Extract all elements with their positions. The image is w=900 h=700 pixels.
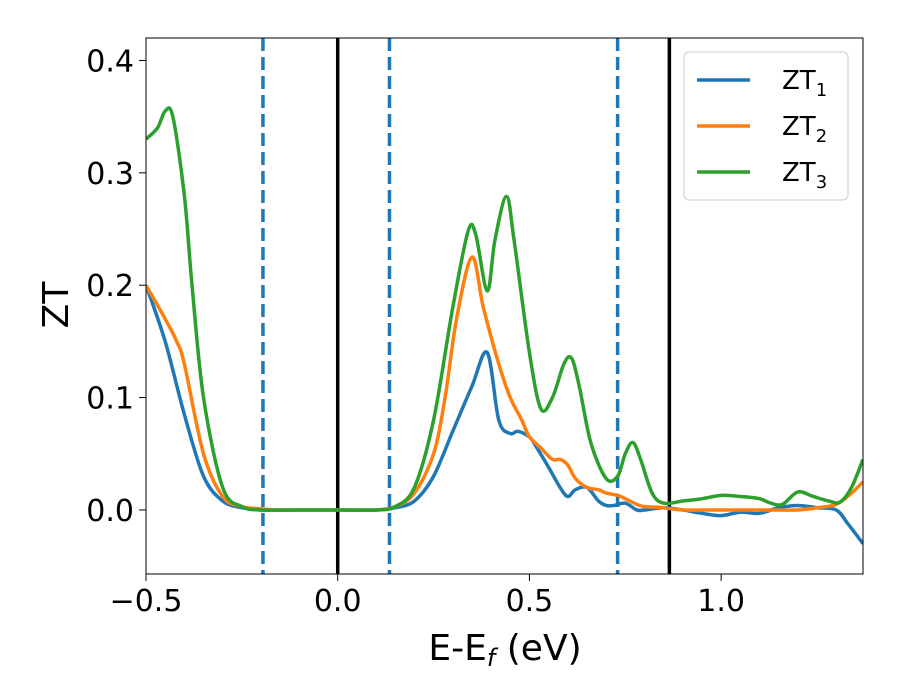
plot-frame bbox=[145, 37, 864, 575]
x-axis-title-main: E-E bbox=[428, 628, 486, 669]
legend-box bbox=[683, 51, 849, 201]
y-tick-label: 0.3 bbox=[86, 157, 134, 192]
y-tick-label: 0.4 bbox=[86, 44, 134, 79]
legend-label-zt2: ZT2 bbox=[782, 112, 827, 147]
legend: ZT1 ZT2 ZT3 bbox=[683, 51, 849, 201]
x-axis-title-unit: (eV) bbox=[495, 628, 581, 669]
x-axis-ticks: −0.5 0.0 0.5 1.0 bbox=[110, 574, 745, 619]
y-tick-label: 0.0 bbox=[86, 494, 134, 529]
legend-label-zt1: ZT1 bbox=[782, 66, 827, 101]
series-line-zt1 bbox=[146, 284, 863, 545]
x-tick-label: −0.5 bbox=[110, 584, 183, 619]
x-axis-title: E-Ef (eV) bbox=[428, 628, 581, 672]
legend-label-zt3: ZT3 bbox=[782, 158, 827, 193]
y-axis-title: ZT bbox=[36, 281, 77, 329]
y-axis-ticks: 0.0 0.1 0.2 0.3 0.4 bbox=[86, 44, 146, 529]
y-tick-label: 0.2 bbox=[86, 269, 134, 304]
series-line-zt2 bbox=[146, 255, 863, 512]
x-tick-label: 0.5 bbox=[506, 584, 554, 619]
y-tick-label: 0.1 bbox=[86, 382, 134, 417]
series-line-zt3 bbox=[146, 106, 863, 512]
reference-lines bbox=[261, 38, 672, 574]
x-tick-label: 0.0 bbox=[314, 584, 362, 619]
x-tick-label: 1.0 bbox=[697, 584, 745, 619]
series-lines bbox=[146, 106, 863, 545]
